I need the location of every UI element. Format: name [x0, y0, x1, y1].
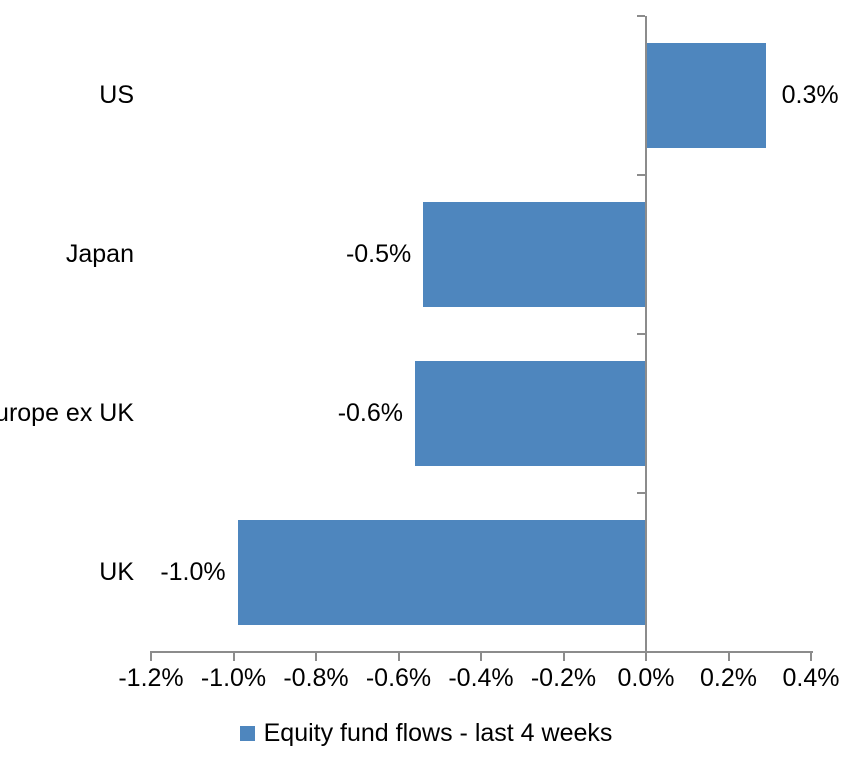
- x-axis-tick: [562, 653, 565, 661]
- x-axis-tick-label: -1.2%: [118, 664, 184, 692]
- category-axis-tick: [637, 492, 645, 494]
- category-axis-tick: [637, 15, 645, 17]
- data-label: 0.3%: [781, 81, 839, 109]
- bar: [237, 520, 645, 625]
- x-axis-tick: [727, 653, 730, 661]
- x-axis-tick-label: -0.4%: [448, 664, 514, 692]
- category-axis-tick: [637, 333, 645, 335]
- x-axis-tick-label: 0.2%: [700, 664, 757, 692]
- bar: [423, 202, 645, 307]
- category-label: Japan: [65, 240, 134, 268]
- value-axis-line: [645, 16, 647, 653]
- x-axis-tick-label: -1.0%: [200, 664, 267, 692]
- x-axis-tick: [315, 653, 317, 661]
- x-axis-tick-label: 0.4%: [782, 664, 840, 692]
- category-label: Europe ex UK: [0, 399, 134, 427]
- x-axis-tick: [480, 653, 482, 661]
- category-axis-tick: [637, 174, 645, 176]
- legend: Equity fund flows - last 4 weeks: [0, 716, 852, 750]
- x-axis-tick: [150, 653, 152, 661]
- x-axis-tick: [232, 653, 235, 661]
- data-label: -0.5%: [345, 240, 412, 268]
- x-axis-tick: [810, 653, 812, 661]
- data-label: -1.0%: [160, 558, 226, 586]
- bar: [415, 361, 645, 466]
- x-axis-tick-label: -0.2%: [530, 664, 597, 692]
- category-label: UK: [99, 558, 134, 586]
- legend-label: Equity fund flows - last 4 weeks: [263, 718, 613, 747]
- bar: [647, 43, 766, 148]
- category-label: US: [99, 81, 134, 109]
- x-axis-tick-label: -0.6%: [365, 664, 432, 692]
- x-axis-line: [150, 651, 813, 653]
- x-axis-tick: [645, 653, 647, 661]
- data-label: -0.6%: [337, 399, 403, 427]
- legend-swatch-icon: [239, 725, 255, 741]
- x-axis-tick: [397, 653, 400, 661]
- x-axis-tick-label: -0.8%: [283, 664, 349, 692]
- x-axis-tick-label: 0.0%: [617, 664, 675, 692]
